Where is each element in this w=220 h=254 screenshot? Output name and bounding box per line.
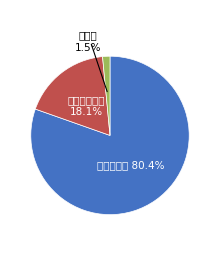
Wedge shape bbox=[35, 57, 110, 136]
Text: 無回答: 無回答 bbox=[79, 30, 107, 92]
Wedge shape bbox=[31, 57, 189, 215]
Text: 知らなかった
18.1%: 知らなかった 18.1% bbox=[68, 95, 105, 117]
Wedge shape bbox=[103, 57, 110, 136]
Text: 知っている 80.4%: 知っている 80.4% bbox=[97, 160, 164, 170]
Text: 1.5%: 1.5% bbox=[75, 43, 101, 53]
